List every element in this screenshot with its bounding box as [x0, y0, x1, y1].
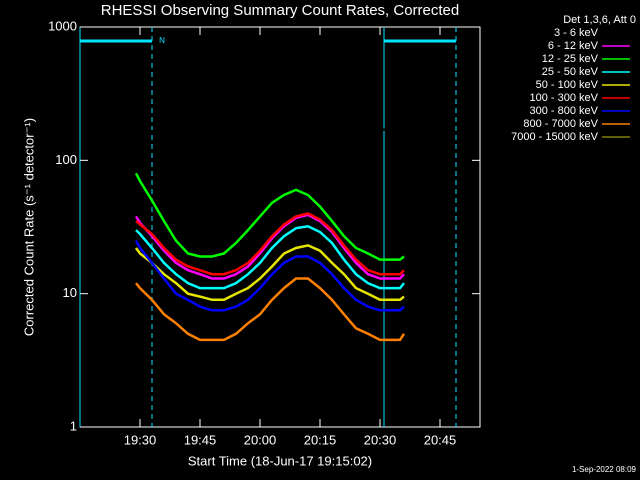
- series-line: [135, 225, 405, 290]
- series-line: [135, 212, 405, 276]
- series-line: [134, 213, 405, 280]
- legend-label: 50 - 100 keV: [536, 79, 599, 91]
- footer: 1-Sep-2022 08:09: [572, 465, 637, 474]
- legend-label: 800 - 7000 keV: [523, 118, 598, 130]
- x-tick-label: 20:00: [244, 432, 277, 447]
- y-tick-label: 1000: [48, 18, 77, 33]
- series-line: [135, 277, 406, 342]
- series-line: [134, 244, 405, 302]
- x-tick-label: 19:30: [124, 432, 157, 447]
- y-axis-label: Corrected Count Rate (s⁻¹ detector⁻¹): [21, 118, 36, 336]
- x-tick-label: 20:30: [364, 432, 397, 447]
- legend-label: 25 - 50 keV: [542, 66, 599, 78]
- legend-label: 12 - 25 keV: [542, 53, 599, 65]
- chart-title: RHESSI Observing Summary Count Rates, Co…: [101, 2, 459, 19]
- series-line: [135, 126, 404, 135]
- legend-label: 100 - 300 keV: [530, 92, 599, 104]
- x-tick-label: 20:15: [304, 432, 337, 447]
- x-tick-label: 19:45: [184, 432, 217, 447]
- x-tick-label: 20:45: [424, 432, 457, 447]
- series-line: [134, 172, 405, 261]
- night-label: N: [159, 36, 165, 45]
- legend-label: 300 - 800 keV: [530, 105, 599, 117]
- legend-label: 6 - 12 keV: [548, 40, 599, 52]
- x-axis-label: Start Time (18-Jun-17 19:15:02): [188, 453, 372, 468]
- y-tick-label: 1: [70, 418, 77, 433]
- legend-title: Det 1,3,6, Att 0: [563, 14, 636, 26]
- y-tick-label: 10: [63, 285, 77, 300]
- series-line: [134, 240, 405, 312]
- legend-label: 7000 - 15000 keV: [511, 131, 599, 143]
- y-tick-label: 100: [55, 152, 77, 167]
- legend-label: 3 - 6 keV: [554, 27, 599, 39]
